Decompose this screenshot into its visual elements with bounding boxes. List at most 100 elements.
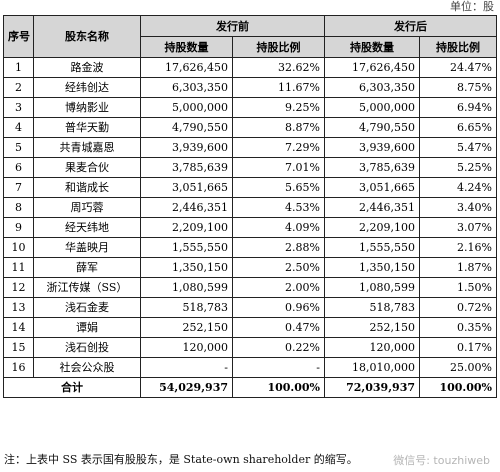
cell-name: 经纬创达 [33, 77, 141, 98]
cell-post-shares: 1,350,150 [324, 257, 420, 278]
table-row: 13 浅石金麦 518,783 0.96% 518,783 0.72% [3, 297, 497, 318]
cell-post-ratio: 2.16% [419, 237, 497, 258]
cell-no: 15 [3, 337, 34, 358]
watermark: 微信号: touzhiweb [393, 454, 490, 467]
cell-post-shares: 4,790,550 [324, 117, 420, 138]
cell-post-shares: 3,939,600 [324, 137, 420, 158]
cell-name: 谭娟 [33, 317, 141, 338]
table-row: 12 浙江传媒（SS） 1,080,599 2.00% 1,080,599 1.50% [3, 277, 497, 298]
cell-pre-shares: 3,939,600 [140, 137, 233, 158]
cell-no: 7 [3, 177, 34, 198]
cell-post-shares: 18,010,000 [324, 357, 420, 378]
cell-post-ratio: 6.65% [419, 117, 497, 138]
cell-pre-ratio: - [232, 357, 325, 378]
total-post-shares: 72,039,937 [324, 377, 420, 398]
cell-pre-ratio: 7.29% [232, 137, 325, 158]
total-label: 合计 [3, 377, 141, 398]
cell-post-shares: 518,783 [324, 297, 420, 318]
table-row: 6 果麦合伙 3,785,639 7.01% 3,785,639 5.25% [3, 157, 497, 178]
cell-no: 14 [3, 317, 34, 338]
table-row: 9 经天纬地 2,209,100 4.09% 2,209,100 3.07% [3, 217, 497, 238]
cell-pre-shares: 1,555,550 [140, 237, 233, 258]
header-name: 股东名称 [33, 15, 141, 58]
cell-post-shares: 17,626,450 [324, 57, 420, 78]
cell-post-shares: 5,000,000 [324, 97, 420, 118]
header-pre-shares: 持股数量 [140, 36, 233, 58]
cell-post-shares: 120,000 [324, 337, 420, 358]
table-header: 序号 股东名称 发行前 发行后 持股数量 持股比例 持股数量 持股比例 [3, 15, 497, 58]
cell-post-shares: 1,080,599 [324, 277, 420, 298]
cell-pre-ratio: 8.87% [232, 117, 325, 138]
cell-pre-shares: 3,785,639 [140, 157, 233, 178]
cell-post-ratio: 24.47% [419, 57, 497, 78]
table-row: 10 华盖映月 1,555,550 2.88% 1,555,550 2.16% [3, 237, 497, 258]
cell-post-ratio: 5.25% [419, 157, 497, 178]
cell-post-ratio: 3.40% [419, 197, 497, 218]
cell-post-ratio: 8.75% [419, 77, 497, 98]
cell-pre-shares: - [140, 357, 233, 378]
cell-post-ratio: 0.72% [419, 297, 497, 318]
header-no: 序号 [3, 15, 34, 58]
cell-pre-ratio: 11.67% [232, 77, 325, 98]
cell-no: 1 [3, 57, 34, 78]
cell-post-shares: 2,446,351 [324, 197, 420, 218]
table-row: 2 经纬创达 6,303,350 11.67% 6,303,350 8.75% [3, 77, 497, 98]
cell-post-shares: 1,555,550 [324, 237, 420, 258]
cell-post-shares: 3,051,665 [324, 177, 420, 198]
cell-name: 周巧蓉 [33, 197, 141, 218]
shareholding-table: 序号 股东名称 发行前 发行后 持股数量 持股比例 持股数量 持股比例 1 路金波… [3, 15, 497, 398]
cell-post-ratio: 1.87% [419, 257, 497, 278]
cell-pre-shares: 4,790,550 [140, 117, 233, 138]
table-row: 3 博纳影业 5,000,000 9.25% 5,000,000 6.94% [3, 97, 497, 118]
table-row: 5 共青城嘉恩 3,939,600 7.29% 3,939,600 5.47% [3, 137, 497, 158]
cell-pre-ratio: 0.22% [232, 337, 325, 358]
cell-no: 5 [3, 137, 34, 158]
header-pre-issue: 发行前 [140, 15, 325, 37]
cell-name: 共青城嘉恩 [33, 137, 141, 158]
cell-post-shares: 3,785,639 [324, 157, 420, 178]
cell-name: 经天纬地 [33, 217, 141, 238]
cell-pre-shares: 3,051,665 [140, 177, 233, 198]
table-row: 15 浅石创投 120,000 0.22% 120,000 0.17% [3, 337, 497, 358]
cell-no: 13 [3, 297, 34, 318]
cell-pre-shares: 6,303,350 [140, 77, 233, 98]
cell-name: 普华天勤 [33, 117, 141, 138]
cell-name: 和谐成长 [33, 177, 141, 198]
cell-pre-shares: 2,446,351 [140, 197, 233, 218]
cell-no: 6 [3, 157, 34, 178]
unit-label: 单位：股 [450, 0, 494, 13]
cell-pre-shares: 252,150 [140, 317, 233, 338]
cell-pre-shares: 1,080,599 [140, 277, 233, 298]
cell-pre-ratio: 0.47% [232, 317, 325, 338]
table-row: 11 薛军 1,350,150 2.50% 1,350,150 1.87% [3, 257, 497, 278]
cell-name: 博纳影业 [33, 97, 141, 118]
cell-post-shares: 2,209,100 [324, 217, 420, 238]
cell-pre-shares: 5,000,000 [140, 97, 233, 118]
cell-post-ratio: 0.17% [419, 337, 497, 358]
cell-name: 薛军 [33, 257, 141, 278]
table-row: 8 周巧蓉 2,446,351 4.53% 2,446,351 3.40% [3, 197, 497, 218]
cell-pre-ratio: 4.09% [232, 217, 325, 238]
cell-name: 浅石金麦 [33, 297, 141, 318]
cell-name: 华盖映月 [33, 237, 141, 258]
header-post-ratio: 持股比例 [419, 36, 497, 58]
cell-no: 10 [3, 237, 34, 258]
cell-pre-ratio: 5.65% [232, 177, 325, 198]
cell-pre-ratio: 2.88% [232, 237, 325, 258]
header-pre-ratio: 持股比例 [232, 36, 325, 58]
cell-no: 8 [3, 197, 34, 218]
table-footer: 合计 54,029,937 100.00% 72,039,937 100.00% [3, 377, 497, 398]
cell-no: 4 [3, 117, 34, 138]
cell-no: 9 [3, 217, 34, 238]
cell-pre-ratio: 9.25% [232, 97, 325, 118]
cell-pre-shares: 120,000 [140, 337, 233, 358]
footnote: 注：上表中 SS 表示国有股股东，是 State-own shareholder… [4, 453, 358, 466]
table-body: 1 路金波 17,626,450 32.62% 17,626,450 24.47% 2 经纬创… [3, 57, 497, 378]
cell-post-ratio: 3.07% [419, 217, 497, 238]
cell-no: 16 [3, 357, 34, 378]
table-row: 1 路金波 17,626,450 32.62% 17,626,450 24.47% [3, 57, 497, 78]
cell-pre-shares: 518,783 [140, 297, 233, 318]
cell-pre-shares: 17,626,450 [140, 57, 233, 78]
total-pre-shares: 54,029,937 [140, 377, 233, 398]
cell-no: 3 [3, 97, 34, 118]
